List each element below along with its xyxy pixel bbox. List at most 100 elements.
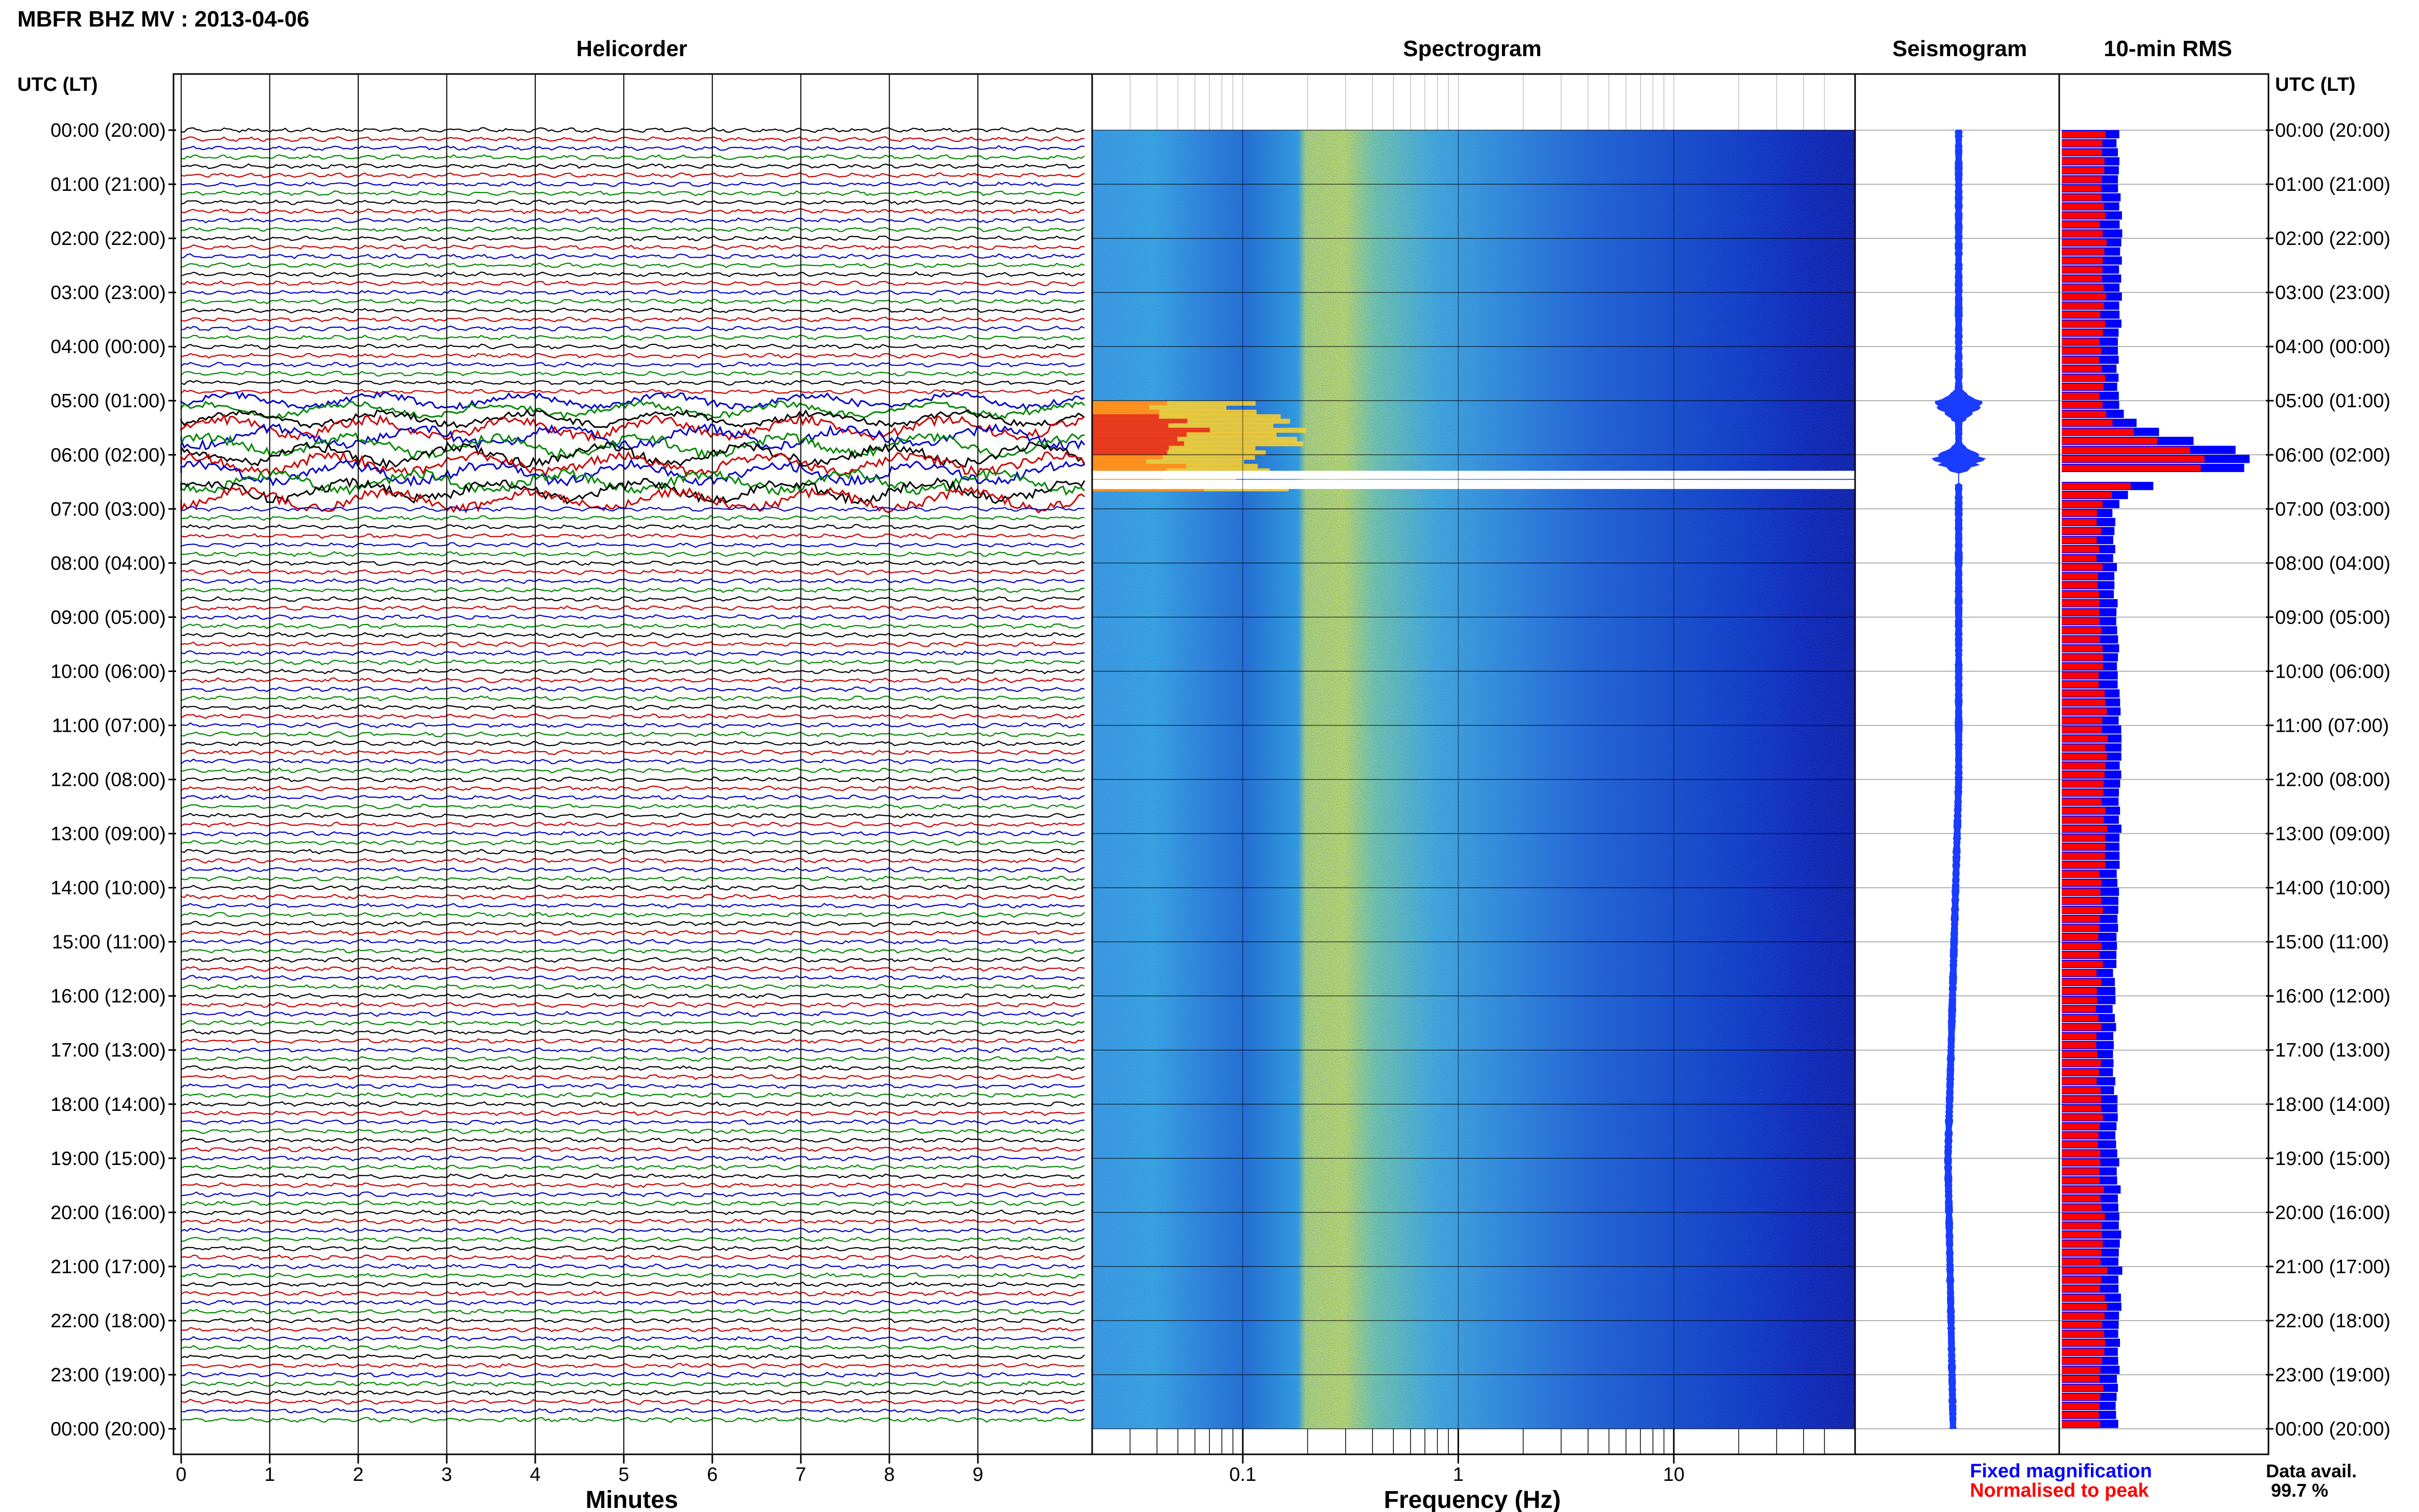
rms-bar-normalised — [2062, 906, 2103, 913]
rms-bar-normalised — [2062, 410, 2106, 417]
rms-bar-normalised — [2062, 537, 2097, 543]
time-tick-label-right: 07:00 (03:00) — [2275, 499, 2390, 520]
helicorder-trace — [180, 686, 1085, 692]
rms-bar-normalised — [2062, 1186, 2104, 1193]
rms-bar-normalised — [2062, 1132, 2099, 1139]
helicorder-trace — [180, 740, 1085, 747]
spectrogram-energy-core — [1092, 409, 1159, 415]
spectrogram-energy-core — [1092, 463, 1187, 469]
rms-bar-normalised — [2062, 1340, 2105, 1346]
helicorder-trace — [180, 794, 1085, 801]
time-tick-label-left: 00:00 (20:00) — [51, 1419, 166, 1440]
helicorder-trace — [180, 1002, 1085, 1008]
rms-bar-normalised — [2062, 437, 2158, 444]
helicorder-trace — [180, 921, 1085, 927]
helicorder-trace — [180, 677, 1085, 684]
helicorder-trace — [180, 875, 1085, 882]
helicorder-trace — [180, 659, 1085, 665]
helicorder-trace — [180, 668, 1085, 675]
helicorder-trace — [180, 830, 1085, 837]
helicorder-trace — [180, 316, 1085, 323]
helicorder-trace — [180, 1083, 1085, 1089]
rms-bar-normalised — [2062, 239, 2107, 246]
helicorder-x-tick-label: 5 — [619, 1464, 629, 1485]
helicorder-x-tick-label: 9 — [973, 1464, 983, 1485]
rms-bar-normalised — [2062, 338, 2100, 345]
helicorder-trace — [181, 614, 1085, 621]
helicorder-trace — [180, 1245, 1085, 1252]
helicorder-trace — [180, 1146, 1085, 1152]
helicorder-trace — [180, 605, 1085, 611]
time-tick-label-right: 19:00 (15:00) — [2275, 1148, 2390, 1170]
rms-bar-normalised — [2062, 852, 2105, 859]
helicorder-trace — [180, 1101, 1085, 1107]
rms-bar-normalised — [2062, 1096, 2101, 1103]
helicorder-trace — [180, 1137, 1085, 1144]
helicorder-trace — [180, 884, 1085, 891]
rms-bar-normalised — [2062, 392, 2100, 400]
rms-bar-normalised — [2062, 825, 2107, 832]
rms-bar-normalised — [2062, 275, 2102, 282]
time-tick-label-right: 02:00 (22:00) — [2275, 228, 2390, 250]
rms-bar-normalised — [2062, 1033, 2096, 1040]
helicorder-trace — [180, 289, 1085, 296]
rms-bar-normalised — [2062, 375, 2105, 381]
rms-bar-normalised — [2062, 429, 2134, 435]
seismogram-title: Seismogram — [1892, 36, 2027, 61]
helicorder-trace — [180, 432, 1085, 460]
time-tick-label-right: 14:00 (10:00) — [2275, 878, 2390, 899]
helicorder-trace — [180, 1173, 1085, 1179]
rms-bar-normalised — [2062, 149, 2103, 156]
helicorder-trace — [180, 803, 1085, 810]
helicorder-trace — [180, 1272, 1085, 1279]
rms-bar-normalised — [2062, 1303, 2107, 1310]
rms-bar-normalised — [2062, 419, 2113, 427]
rms-bar-normalised — [2062, 483, 2131, 489]
helicorder-trace — [180, 380, 1085, 386]
rms-bar-normalised — [2062, 311, 2101, 318]
rms-bar-normalised — [2062, 1312, 2105, 1319]
rms-bar-normalised — [2062, 943, 2102, 950]
rms-bar-normalised — [2062, 293, 2106, 300]
utc-label-right: UTC (LT) — [2275, 74, 2356, 95]
data-avail-label: Data avail. — [2266, 1460, 2357, 1481]
time-tick-label-left: 05:00 (01:00) — [51, 390, 166, 412]
helicorder-trace — [180, 849, 1085, 855]
helicorder-trace — [180, 226, 1085, 233]
time-tick-label-left: 12:00 (08:00) — [51, 770, 166, 791]
helicorder-trace — [180, 524, 1085, 530]
rms-bar-normalised — [2062, 564, 2103, 571]
helicorder-trace — [180, 560, 1085, 566]
helicorder-trace — [180, 903, 1085, 909]
helicorder-trace — [180, 1010, 1085, 1018]
helicorder-trace — [180, 154, 1085, 160]
helicorder-trace — [180, 1291, 1085, 1297]
rms-bar-normalised — [2062, 501, 2103, 508]
rms-bar-normalised — [2062, 348, 2102, 354]
spectrogram-energy-band — [1092, 414, 1281, 419]
rms-bar-normalised — [2062, 1204, 2102, 1211]
time-tick-label-left: 23:00 (19:00) — [51, 1365, 166, 1386]
helicorder-trace — [180, 948, 1085, 954]
rms-bar-normalised — [2062, 212, 2106, 219]
helicorder-trace — [180, 334, 1085, 341]
helicorder-trace — [180, 1056, 1085, 1062]
time-tick-label-right: 08:00 (04:00) — [2275, 553, 2390, 574]
spectrogram-energy-band — [1092, 409, 1257, 415]
rms-bar-normalised — [2062, 1042, 2096, 1049]
spectrogram-energy-core — [1092, 405, 1149, 410]
helicorder-trace — [180, 1353, 1085, 1360]
helicorder-x-tick-label: 2 — [353, 1464, 363, 1485]
helicorder-trace — [180, 1200, 1085, 1206]
time-tick-label-right: 03:00 (23:00) — [2275, 282, 2390, 304]
helicorder-trace — [180, 136, 1085, 142]
rms-bar-normalised — [2062, 510, 2097, 516]
spectrogram-energy-band — [1092, 455, 1255, 460]
rms-bar-normalised — [2062, 952, 2100, 958]
helicorder-trace — [180, 280, 1085, 287]
helicorder-trace — [180, 938, 1085, 945]
helicorder-trace — [180, 370, 1085, 377]
helicorder-trace — [180, 1227, 1085, 1234]
rms-bar-normalised — [2062, 618, 2100, 625]
